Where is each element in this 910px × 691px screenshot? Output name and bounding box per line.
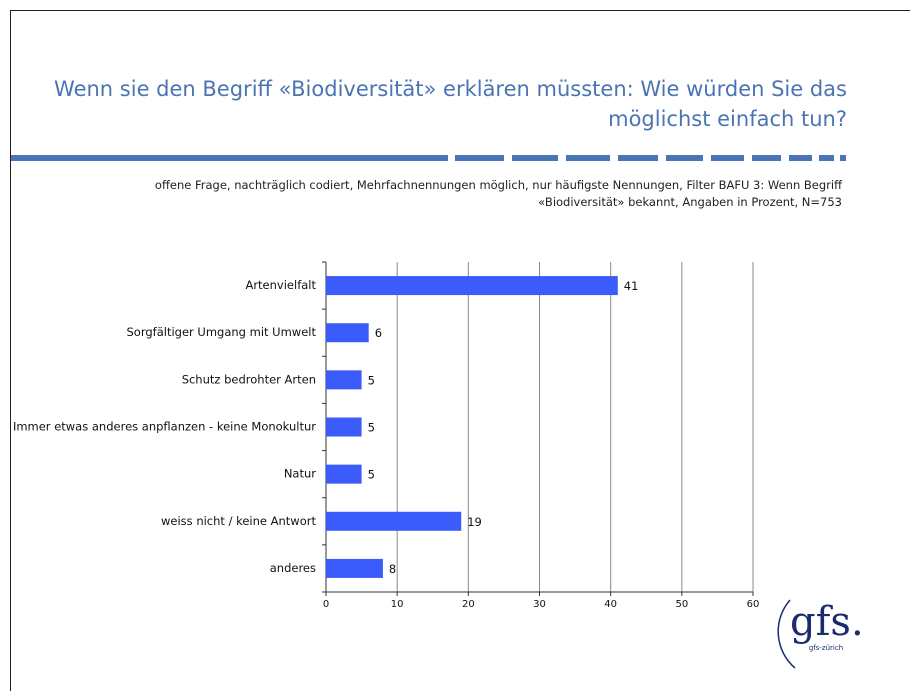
frame	[10, 10, 11, 691]
y-tick-label: Schutz bedrohter Arten	[182, 372, 316, 386]
y-tick-label: Sorgfältiger Umgang mit Umwelt	[127, 325, 317, 339]
y-tick-label: Artenvielfalt	[245, 278, 316, 292]
bar	[326, 464, 362, 484]
y-tick-label: weiss nicht / keine Antwort	[161, 514, 316, 528]
x-tick-label: 60	[747, 599, 760, 610]
value-label: 19	[467, 515, 482, 529]
logo: gfs. gfs-zürich	[777, 599, 864, 669]
value-label: 5	[368, 468, 375, 482]
x-tick-label: 20	[462, 599, 475, 610]
bar	[326, 558, 383, 578]
value-label: 5	[368, 373, 375, 387]
y-tick-label: Natur	[284, 467, 316, 481]
logo-text: gfs.	[790, 599, 864, 645]
value-label: 5	[368, 421, 375, 435]
value-label: 41	[624, 279, 639, 293]
bar	[326, 417, 362, 437]
subtitle-line: «Biodiversität» bekannt, Angaben in Proz…	[538, 195, 842, 209]
x-tick-label: 50	[675, 599, 688, 610]
x-tick-label: 30	[533, 599, 546, 610]
x-tick-label: 40	[604, 599, 617, 610]
logo-subtext: gfs-zürich	[809, 644, 843, 652]
frame	[10, 10, 910, 11]
x-tick-label: 0	[323, 599, 329, 610]
y-tick-label: Immer etwas anderes anpflanzen - keine M…	[13, 420, 316, 434]
y-tick-label: anderes	[270, 561, 316, 575]
value-label: 8	[389, 562, 396, 576]
subtitle-line: offene Frage, nachträglich codiert, Mehr…	[154, 178, 842, 192]
title-line: Wenn sie den Begriff «Biodiversität» erk…	[54, 77, 847, 101]
value-label: 6	[375, 326, 382, 340]
title: Wenn sie den Begriff «Biodiversität» erk…	[27, 74, 847, 134]
title-line: möglichst einfach tun?	[608, 107, 847, 131]
subtitle: offene Frage, nachträglich codiert, Mehr…	[22, 177, 842, 211]
bar	[326, 370, 362, 390]
bar	[326, 511, 462, 531]
logo-arc	[777, 599, 796, 669]
bar	[326, 276, 618, 296]
x-tick-label: 10	[391, 599, 404, 610]
bar	[326, 323, 369, 343]
